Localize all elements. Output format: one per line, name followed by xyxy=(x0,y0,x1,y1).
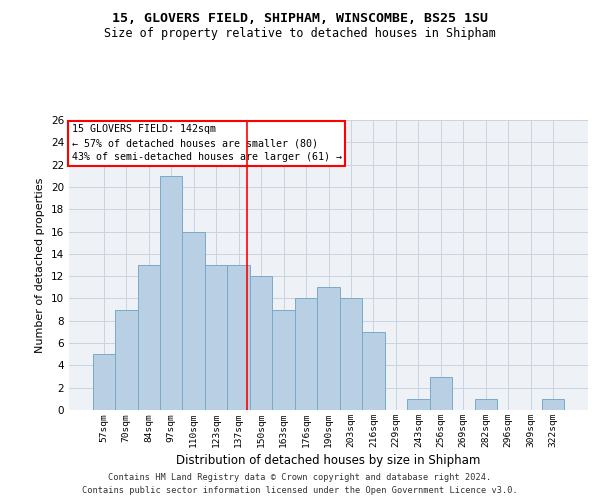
Text: 15 GLOVERS FIELD: 142sqm
← 57% of detached houses are smaller (80)
43% of semi-d: 15 GLOVERS FIELD: 142sqm ← 57% of detach… xyxy=(71,124,341,162)
Bar xyxy=(272,310,295,410)
Bar xyxy=(250,276,272,410)
Bar xyxy=(317,288,340,410)
Bar xyxy=(160,176,182,410)
Bar xyxy=(182,232,205,410)
Bar xyxy=(340,298,362,410)
Bar xyxy=(115,310,137,410)
Bar xyxy=(542,399,565,410)
Bar xyxy=(295,298,317,410)
Bar xyxy=(227,265,250,410)
Bar xyxy=(430,376,452,410)
Bar xyxy=(362,332,385,410)
X-axis label: Distribution of detached houses by size in Shipham: Distribution of detached houses by size … xyxy=(176,454,481,467)
Text: Size of property relative to detached houses in Shipham: Size of property relative to detached ho… xyxy=(104,28,496,40)
Bar xyxy=(137,265,160,410)
Y-axis label: Number of detached properties: Number of detached properties xyxy=(35,178,46,352)
Bar xyxy=(475,399,497,410)
Bar xyxy=(205,265,227,410)
Bar xyxy=(407,399,430,410)
Bar xyxy=(92,354,115,410)
Text: 15, GLOVERS FIELD, SHIPHAM, WINSCOMBE, BS25 1SU: 15, GLOVERS FIELD, SHIPHAM, WINSCOMBE, B… xyxy=(112,12,488,26)
Text: Contains HM Land Registry data © Crown copyright and database right 2024.
Contai: Contains HM Land Registry data © Crown c… xyxy=(82,474,518,495)
